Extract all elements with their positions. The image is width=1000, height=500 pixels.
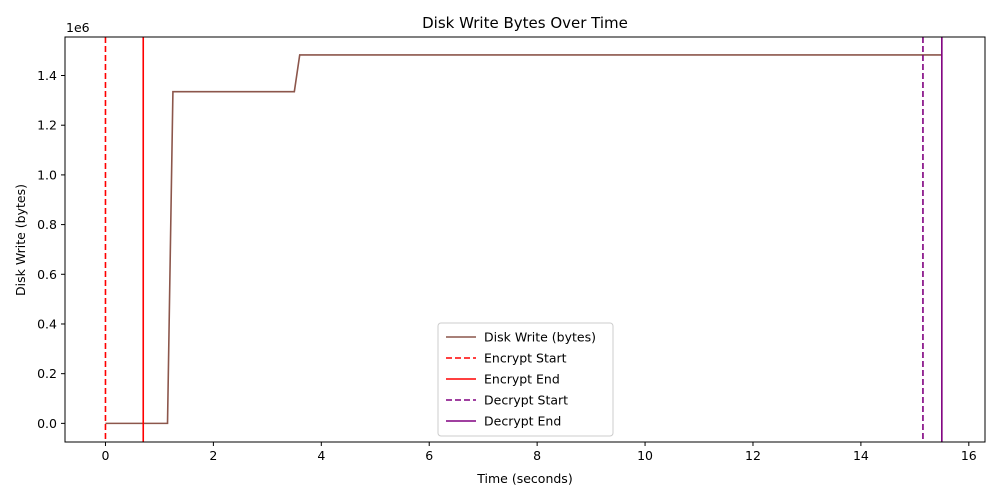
y-axis-label: Disk Write (bytes) xyxy=(13,184,28,296)
x-tick-label: 0 xyxy=(101,448,109,463)
y-tick-label: 0.8 xyxy=(37,217,57,232)
x-tick-label: 10 xyxy=(637,448,653,463)
legend: Disk Write (bytes) Encrypt Start Encrypt E… xyxy=(437,322,614,437)
y-tick-label: 1.4 xyxy=(37,68,57,83)
series-line-disk-write xyxy=(105,54,942,425)
y-tick-label: 1.0 xyxy=(37,167,57,182)
legend-frame xyxy=(437,322,614,437)
y-tick-label: 0.4 xyxy=(37,316,57,331)
legend-entry-label: Encrypt Start xyxy=(484,351,567,366)
plot-frame xyxy=(64,36,986,443)
x-tick-label: 4 xyxy=(317,448,325,463)
legend-entry-label: Encrypt End xyxy=(484,372,560,387)
chart-title: Disk Write Bytes Over Time xyxy=(422,14,628,32)
y-tick-label: 0.6 xyxy=(37,267,57,282)
x-tick-label: 8 xyxy=(533,448,541,463)
x-tick-label: 2 xyxy=(209,448,217,463)
x-tick-label: 12 xyxy=(745,448,761,463)
plot-layer xyxy=(104,37,943,442)
legend-entry-label: Decrypt End xyxy=(484,414,561,429)
legend-entry-label: Decrypt Start xyxy=(484,393,568,408)
x-tick-label: 16 xyxy=(961,448,977,463)
x-axis-label: Time (seconds) xyxy=(476,471,572,486)
y-tick-label: 1.2 xyxy=(37,118,57,133)
y-tick-label: 0.2 xyxy=(37,366,57,381)
x-tick-label: 14 xyxy=(853,448,869,463)
legend-entry-label: Disk Write (bytes) xyxy=(484,330,596,345)
x-tick-label: 6 xyxy=(425,448,433,463)
y-tick-label: 0.0 xyxy=(37,416,57,431)
y-multiplier-label: 1e6 xyxy=(66,20,90,35)
